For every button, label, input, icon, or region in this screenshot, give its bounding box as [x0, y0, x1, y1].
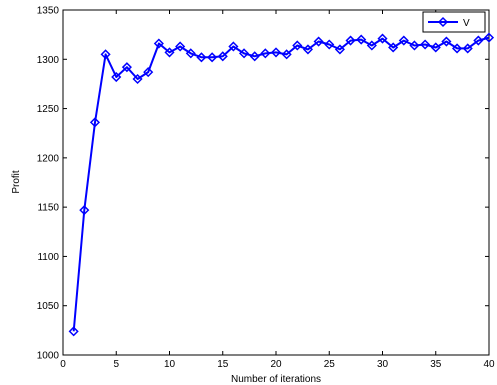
y-axis: 1000 1050 1100 1150 1200 1250 1300 1350 [37, 6, 489, 362]
data-point [420, 39, 431, 50]
data-point [196, 52, 207, 63]
data-point [164, 47, 175, 58]
data-point [228, 41, 239, 52]
data-point [249, 51, 260, 62]
data-point [207, 52, 218, 63]
data-point [238, 48, 250, 59]
data-point [451, 43, 463, 54]
y-tick-label: 1050 [37, 301, 60, 312]
data-point [313, 36, 324, 47]
data-point [409, 40, 420, 51]
series-line [72, 36, 490, 332]
x-axis: 0 5 10 15 20 25 30 35 40 [60, 10, 495, 370]
y-axis-label: Profit [11, 170, 22, 194]
y-tick-label: 1100 [37, 252, 59, 263]
data-point [441, 36, 452, 47]
series-v [68, 32, 495, 337]
x-tick-label: 20 [270, 359, 282, 370]
data-point [121, 62, 132, 73]
data-point [430, 42, 441, 53]
data-point [100, 49, 111, 60]
data-point [143, 67, 154, 78]
legend-label: V [463, 18, 470, 29]
data-point [292, 40, 303, 51]
data-point [79, 205, 90, 216]
data-point [356, 34, 367, 45]
data-point [462, 43, 473, 54]
x-tick-label: 35 [430, 359, 442, 370]
x-tick-label: 25 [324, 359, 336, 370]
y-tick-label: 1150 [37, 203, 59, 214]
y-tick-label: 1200 [37, 153, 60, 164]
data-point [217, 51, 228, 62]
x-axis-label: Number of iterations [231, 374, 321, 385]
data-point [132, 73, 143, 85]
data-point [281, 49, 292, 60]
data-point [260, 48, 271, 59]
data-point [398, 35, 409, 46]
data-point [270, 47, 282, 58]
data-point [68, 326, 79, 337]
y-tick-label: 1000 [37, 351, 60, 362]
x-tick-label: 15 [217, 359, 229, 370]
data-point [473, 35, 484, 46]
data-point [334, 44, 345, 55]
x-tick-label: 10 [164, 359, 176, 370]
y-tick-label: 1350 [37, 6, 60, 17]
legend-marker [437, 16, 449, 28]
data-point [185, 48, 196, 59]
data-point [153, 38, 164, 49]
data-point [345, 35, 356, 46]
data-point [388, 42, 399, 53]
x-tick-label: 40 [483, 359, 495, 370]
legend: V [422, 11, 486, 33]
data-point [111, 71, 122, 83]
y-tick-label: 1250 [37, 104, 60, 115]
plot-area [62, 9, 490, 356]
data-point [89, 117, 101, 128]
data-point [175, 41, 186, 52]
data-point [324, 39, 335, 50]
data-point [483, 32, 495, 43]
x-tick-label: 30 [377, 359, 389, 370]
data-point [377, 33, 388, 44]
x-tick-label: 5 [113, 359, 119, 370]
x-tick-label: 0 [60, 359, 66, 370]
y-tick-label: 1300 [37, 55, 60, 66]
data-point [366, 40, 377, 51]
data-point [302, 44, 314, 55]
